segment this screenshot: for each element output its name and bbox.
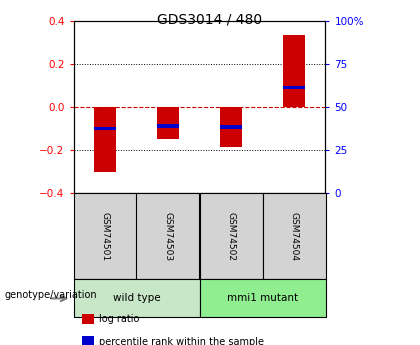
Bar (220, 126, 242, 129)
Text: GSM74501: GSM74501 (100, 212, 110, 261)
Text: GDS3014 / 480: GDS3014 / 480 (158, 12, 262, 26)
Text: GSM74504: GSM74504 (289, 212, 299, 261)
Text: genotype/variation: genotype/variation (4, 290, 97, 300)
Bar (283, 86, 305, 89)
Text: percentile rank within the sample: percentile rank within the sample (99, 337, 264, 345)
Bar (157, 125, 179, 128)
Bar (94, 127, 116, 130)
Bar (157, 107, 179, 139)
Text: log ratio: log ratio (99, 314, 139, 324)
Bar (220, 107, 242, 147)
Text: wild type: wild type (113, 294, 160, 303)
Bar (94, 107, 116, 171)
Bar (283, 35, 305, 107)
Text: mmi1 mutant: mmi1 mutant (227, 294, 298, 303)
Text: GSM74502: GSM74502 (226, 212, 236, 261)
Text: GSM74503: GSM74503 (163, 212, 173, 261)
